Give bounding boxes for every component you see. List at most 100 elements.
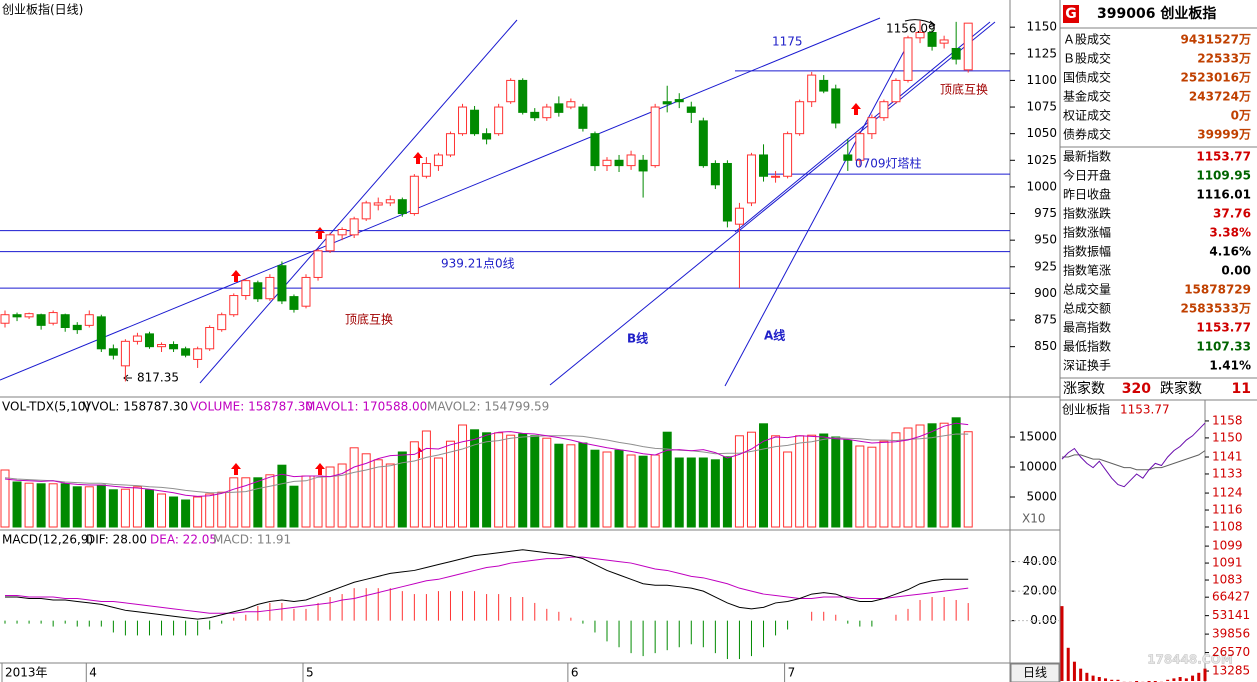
- y-tick-label: 10000: [1019, 460, 1057, 474]
- volume-bar: [638, 455, 648, 528]
- quote-panel: G 399006 创业板指 涨家数 320 跌家数 11: [1063, 5, 1251, 397]
- candle-body: [433, 154, 443, 167]
- volume-bar: [939, 422, 949, 528]
- candle-body: [891, 79, 901, 103]
- volume-bar: [915, 424, 925, 528]
- y-tick-label: 975: [1034, 206, 1057, 220]
- volume-bar: [494, 432, 504, 528]
- volume-bar: [12, 481, 22, 528]
- quote-value: 2523016万: [1181, 71, 1251, 85]
- quote-label: 今日开盘: [1063, 168, 1111, 183]
- candle-body: [385, 199, 395, 204]
- candle-body: [554, 103, 564, 113]
- volume-bar: [253, 477, 263, 528]
- volume-bar: [397, 451, 407, 528]
- candle-body: [181, 348, 191, 356]
- volume-bar: [385, 463, 395, 528]
- y-tick-label: 1108: [1212, 520, 1243, 534]
- up-arrow: [315, 227, 325, 239]
- volume-bar: [698, 457, 708, 528]
- candle-body: [807, 74, 817, 103]
- indicator-header: VOL-TDX(5,10): [2, 400, 90, 414]
- quote-value: 1.41%: [1209, 359, 1251, 373]
- candle-body: [746, 154, 756, 204]
- volume-bar: [217, 491, 227, 528]
- y-tick-label: 1150: [1026, 20, 1057, 34]
- volume-bar: [650, 454, 660, 528]
- candle-body: [518, 79, 528, 113]
- candle-body: [686, 106, 696, 113]
- volume-bar: [84, 486, 94, 528]
- indicator-header: VOLUME: 158787.30: [190, 400, 313, 414]
- candle-body: [421, 162, 431, 177]
- decliners-label: 跌家数: [1160, 380, 1202, 397]
- quote-label: 国债成交: [1063, 70, 1111, 85]
- indicator-header: MACD(12,26,9): [2, 533, 93, 547]
- volume-bar: [445, 440, 455, 528]
- candle-body: [96, 316, 106, 350]
- trend-line: [724, 39, 911, 387]
- volume-bar: [626, 454, 636, 528]
- quote-value: 243724万: [1189, 90, 1251, 104]
- x-tick-label: 5: [306, 666, 314, 680]
- y-tick-label: 26570: [1212, 645, 1250, 659]
- y-tick-label: 15000: [1019, 430, 1057, 444]
- scale-label: X10: [1022, 512, 1046, 526]
- candle-body: [722, 162, 732, 222]
- mini-line: [1061, 422, 1206, 488]
- quote-value: 2583533万: [1181, 302, 1251, 316]
- up-arrow: [231, 463, 241, 475]
- volume-bar: [518, 433, 528, 528]
- y-tick-label: 1083: [1212, 573, 1243, 587]
- candle-body: [397, 199, 407, 215]
- candle-body: [602, 159, 612, 167]
- volume-bar: [241, 477, 251, 528]
- volume-bar: [0, 469, 10, 528]
- y-tick-label: 1125: [1026, 46, 1057, 60]
- volume-bar: [48, 483, 58, 528]
- candle-body: [229, 295, 239, 316]
- volume-bar: [530, 435, 540, 528]
- quote-value: 0.00: [1221, 264, 1251, 278]
- quote-label: 债券成交: [1063, 127, 1111, 142]
- quote-value: 37.76: [1213, 207, 1251, 221]
- up-arrow: [231, 270, 241, 282]
- volume-bar: [24, 482, 34, 528]
- trend-line: [549, 21, 996, 386]
- candle-body: [132, 335, 142, 342]
- volume-bar: [373, 459, 383, 528]
- candle-body: [783, 133, 793, 177]
- chart-title: 创业板指(日线): [2, 2, 83, 17]
- quote-value: 22533万: [1197, 52, 1251, 66]
- quote-label: 最高指数: [1063, 320, 1111, 335]
- quote-label: 基金成交: [1063, 89, 1111, 104]
- mini-title: 创业板指: [1062, 402, 1110, 417]
- y-tick-label: 1091: [1212, 556, 1243, 570]
- candle-body: [734, 207, 744, 225]
- period-tab[interactable]: [1010, 663, 1060, 682]
- volume-bar: [433, 457, 443, 528]
- volume-bar: [144, 489, 154, 528]
- candle-body: [470, 109, 480, 135]
- volume-bar: [879, 440, 889, 528]
- annotation: A线: [764, 328, 785, 343]
- quote-label: 总成交额: [1063, 301, 1111, 316]
- candle-body: [566, 101, 576, 108]
- volume-bar: [205, 493, 215, 528]
- candle-body: [867, 117, 877, 135]
- volume-bar: [662, 431, 672, 528]
- volume-bar: [157, 493, 167, 528]
- volume-bar: [807, 434, 817, 528]
- candle-body: [951, 47, 961, 60]
- mavol2-line: [4, 433, 969, 494]
- candle-body: [855, 133, 865, 161]
- period-label[interactable]: 日线: [1023, 666, 1047, 680]
- volume-bar: [855, 445, 865, 528]
- volume-bar: [289, 485, 299, 528]
- annotation: 1175: [772, 35, 803, 49]
- candle-body: [108, 348, 118, 356]
- candle-body: [361, 202, 371, 220]
- volume-bar: [181, 499, 191, 528]
